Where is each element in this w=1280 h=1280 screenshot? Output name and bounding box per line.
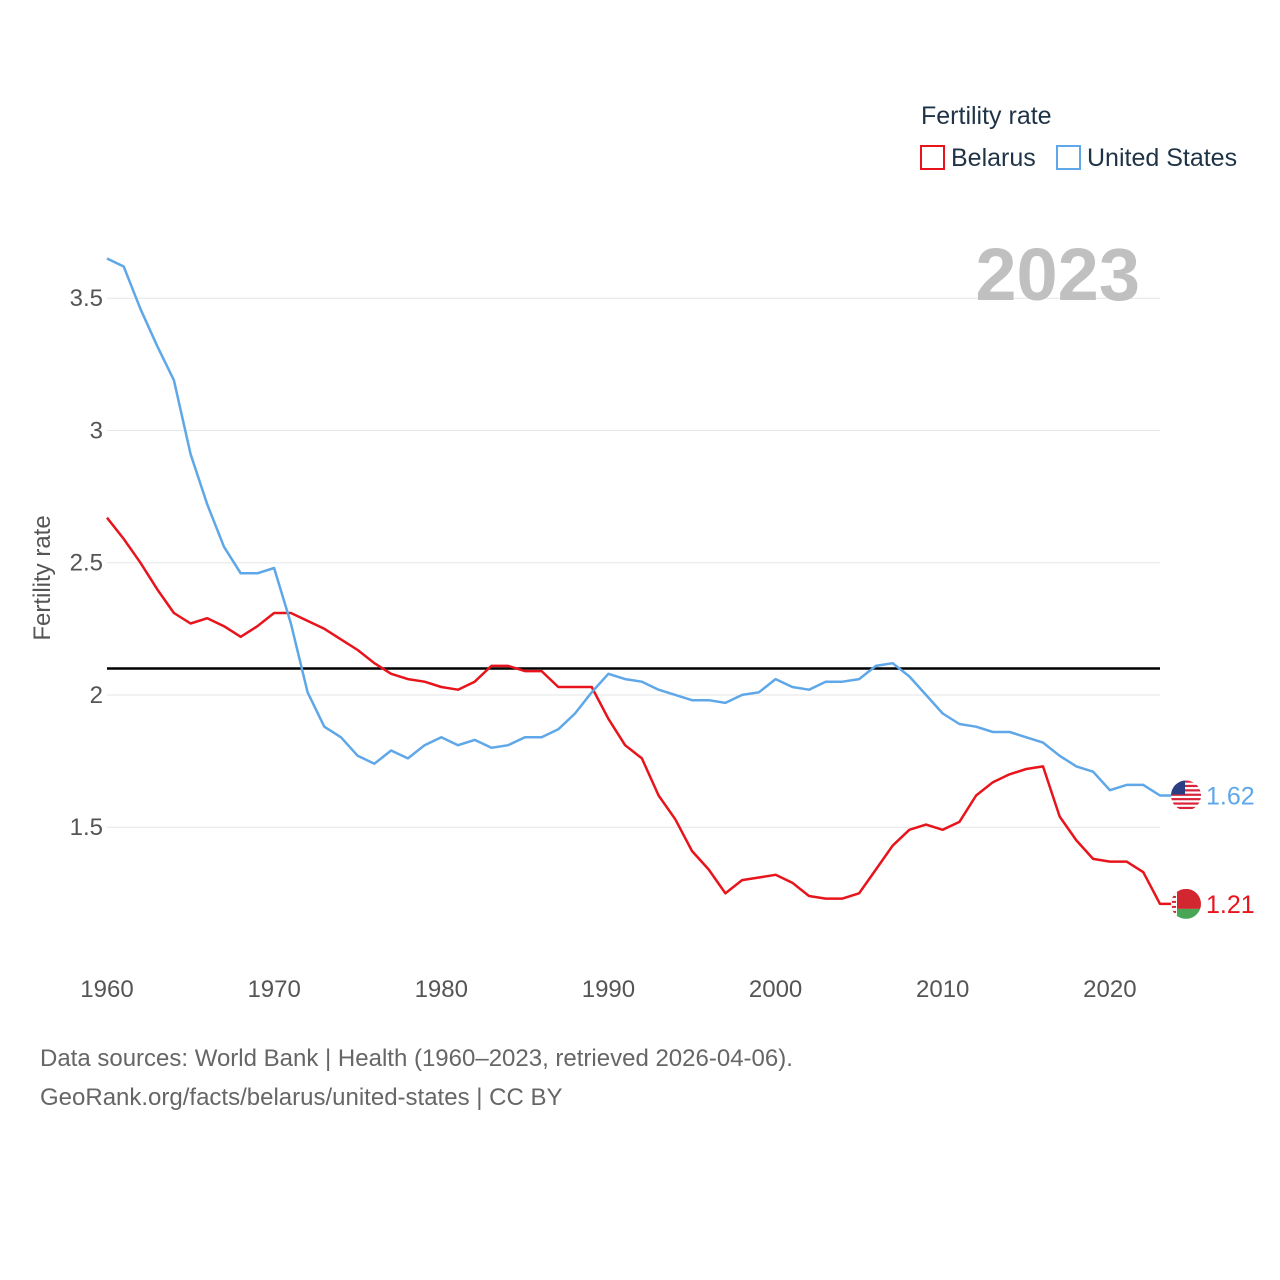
- legend-swatch-belarus: [920, 145, 945, 170]
- belarus-flag-icon: [1171, 888, 1201, 919]
- united-states-flag-icon: [1171, 780, 1201, 811]
- x-tick-label: 1960: [80, 976, 133, 1003]
- legend-swatch-united-states: [1056, 145, 1081, 170]
- source-line-2[interactable]: GeoRank.org/facts/belarus/united-states …: [40, 1084, 563, 1111]
- series-line-united-states[interactable]: [106, 257, 1172, 797]
- y-axis-ticks: 1.5 2 2.5 3 3.5: [70, 285, 103, 841]
- end-value-belarus: 1.21: [1206, 891, 1255, 919]
- x-tick-label: 1980: [415, 976, 468, 1003]
- legend-item-belarus[interactable]: Belarus: [920, 144, 1036, 172]
- legend-label-belarus: Belarus: [951, 144, 1036, 172]
- series-line-belarus[interactable]: [106, 516, 1172, 906]
- legend-title: Fertility rate: [921, 102, 1052, 130]
- y-tick-label: 3.5: [70, 285, 103, 312]
- x-tick-label: 2020: [1083, 976, 1136, 1003]
- gridlines: [107, 297, 1160, 828]
- source-line-1: Data sources: World Bank | Health (1960–…: [40, 1045, 793, 1072]
- y-tick-label: 2: [90, 682, 103, 709]
- end-markers: 1.21 1.62: [1171, 780, 1255, 919]
- x-tick-label: 2000: [749, 976, 802, 1003]
- end-value-united-states: 1.62: [1206, 782, 1255, 810]
- y-tick-label: 1.5: [70, 814, 103, 841]
- current-year-label: 2023: [975, 233, 1140, 316]
- x-tick-label: 2010: [916, 976, 969, 1003]
- x-axis-ticks: 1960 1970 1980 1990 2000 2010 2020: [80, 976, 1136, 1003]
- y-tick-label: 2.5: [70, 550, 103, 577]
- series-layer: [106, 257, 1172, 906]
- legend-item-united-states[interactable]: United States: [1056, 144, 1237, 172]
- legend-label-united-states: United States: [1087, 144, 1237, 172]
- x-tick-label: 1970: [247, 976, 300, 1003]
- y-axis-title: Fertility rate: [29, 515, 56, 640]
- y-tick-label: 3: [90, 417, 103, 444]
- legend: Fertility rate Belarus United States: [920, 102, 1237, 172]
- x-tick-label: 1990: [582, 976, 635, 1003]
